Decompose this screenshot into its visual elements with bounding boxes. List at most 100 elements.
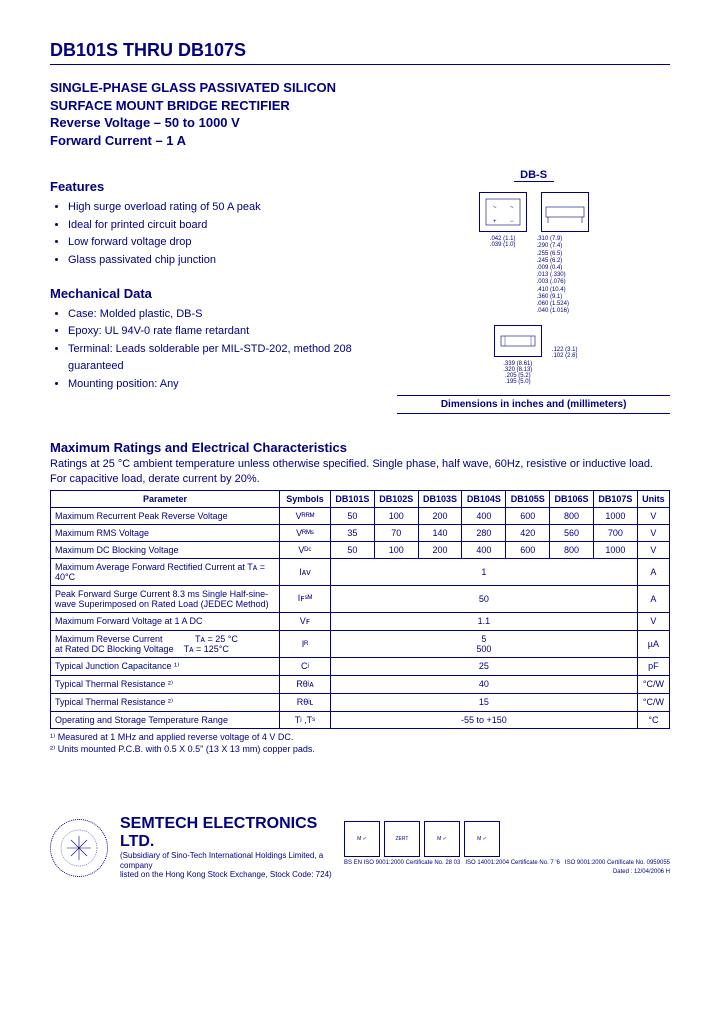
feature-item: Ideal for printed circuit board — [68, 217, 377, 235]
svg-text:~: ~ — [510, 205, 514, 211]
cell-value-span: 25 — [331, 657, 638, 675]
features-list: High surge overload rating of 50 A peak … — [68, 199, 377, 269]
cell-value: 200 — [418, 507, 462, 524]
cell-parameter: Typical Junction Capacitance ¹⁾ — [51, 657, 280, 675]
company-subline: (Subsidiary of Sino-Tech International H… — [120, 851, 332, 870]
package-side-view — [541, 192, 589, 232]
col-part: DB104S — [462, 490, 506, 507]
table-body: Maximum Recurrent Peak Reverse VoltageVᴿ… — [51, 507, 670, 728]
table-row: Maximum Reverse Current Tᴀ = 25 °C at Ra… — [51, 630, 670, 657]
mechanical-item: Mounting position: Any — [68, 376, 377, 394]
cell-parameter: Peak Forward Surge Current 8.3 ms Single… — [51, 585, 280, 612]
left-column: Features High surge overload rating of 5… — [50, 169, 377, 414]
col-part: DB103S — [418, 490, 462, 507]
cert-badge-icon: M ✓ — [424, 821, 460, 857]
cell-value: 400 — [462, 507, 506, 524]
cell-symbol: Vᴿᴹˢ — [280, 524, 331, 541]
cell-value-span: -55 to +150 — [331, 711, 638, 728]
cell-symbol: Iᴀᴠ — [280, 558, 331, 585]
specifications-table: Parameter Symbols DB101S DB102S DB103S D… — [50, 490, 670, 729]
cell-parameter: Typical Thermal Resistance ²⁾ — [51, 675, 280, 693]
cell-value: 600 — [506, 541, 550, 558]
col-units: Units — [637, 490, 669, 507]
subtitle-line: Forward Current – 1 A — [50, 132, 670, 150]
subtitle-block: SINGLE-PHASE GLASS PASSIVATED SILICON SU… — [50, 79, 670, 149]
svg-text:−: − — [510, 219, 514, 225]
cell-symbol: Vꜰ — [280, 612, 331, 630]
cell-unit: A — [637, 585, 669, 612]
footnote: ¹⁾ Measured at 1 MHz and applied reverse… — [50, 732, 670, 744]
cell-parameter: Operating and Storage Temperature Range — [51, 711, 280, 728]
cell-value: 70 — [374, 524, 418, 541]
company-subline: listed on the Hong Kong Stock Exchange, … — [120, 870, 332, 880]
cell-value: 200 — [418, 541, 462, 558]
subtitle-line: SINGLE-PHASE GLASS PASSIVATED SILICON — [50, 79, 670, 97]
col-symbols: Symbols — [280, 490, 331, 507]
cert-text: BS EN ISO 9001:2000 Certificate No. 28 0… — [344, 860, 670, 866]
cell-parameter: Maximum Average Forward Rectified Curren… — [51, 558, 280, 585]
features-heading: Features — [50, 179, 377, 194]
col-part: DB102S — [374, 490, 418, 507]
table-row: Operating and Storage Temperature RangeT… — [51, 711, 670, 728]
cert-badge-icon: M ✓ — [344, 821, 380, 857]
dated-text: Dated : 12/04/2006 H — [344, 869, 670, 875]
cell-value-span: 1.1 — [331, 612, 638, 630]
cell-unit: V — [637, 541, 669, 558]
cell-value: 1000 — [593, 507, 637, 524]
footnotes: ¹⁾ Measured at 1 MHz and applied reverse… — [50, 732, 670, 755]
cell-parameter: Maximum RMS Voltage — [51, 524, 280, 541]
cell-value: 100 — [374, 507, 418, 524]
cell-value-span: 1 — [331, 558, 638, 585]
cell-value: 800 — [550, 541, 594, 558]
mechanical-item: Terminal: Leads solderable per MIL-STD-2… — [68, 341, 377, 376]
feature-item: Low forward voltage drop — [68, 234, 377, 252]
page-title: DB101S THRU DB107S — [50, 40, 670, 65]
ratings-description: Ratings at 25 °C ambient temperature unl… — [50, 457, 670, 486]
content-columns: Features High surge overload rating of 5… — [50, 169, 670, 414]
page-footer: SEMTECH ELECTRONICS LTD. (Subsidiary of … — [50, 815, 670, 880]
table-row: Maximum RMS VoltageVᴿᴹˢ35701402804205607… — [51, 524, 670, 541]
cell-parameter: Maximum Recurrent Peak Reverse Voltage — [51, 507, 280, 524]
feature-item: High surge overload rating of 50 A peak — [68, 199, 377, 217]
table-row: Typical Thermal Resistance ²⁾Rθʲʟ15°C/W — [51, 693, 670, 711]
cell-symbol: Iᴿ — [280, 630, 331, 657]
package-label: DB-S — [514, 169, 554, 182]
footnote: ²⁾ Units mounted P.C.B. with 0.5 X 0.5" … — [50, 744, 670, 756]
table-row: Peak Forward Surge Current 8.3 ms Single… — [51, 585, 670, 612]
svg-text:~: ~ — [493, 205, 497, 211]
table-header: Parameter Symbols DB101S DB102S DB103S D… — [51, 490, 670, 507]
cell-value: 50 — [331, 541, 375, 558]
package-drawings: ~ ~ + − .042 (1.1).039 (1.0) — [397, 188, 670, 385]
datasheet-page: DB101S THRU DB107S SINGLE-PHASE GLASS PA… — [0, 0, 720, 900]
cert-badge-icon: ZERT — [384, 821, 420, 857]
cell-value: 420 — [506, 524, 550, 541]
mechanical-list: Case: Molded plastic, DB-S Epoxy: UL 94V… — [68, 306, 377, 394]
cell-value: 1000 — [593, 541, 637, 558]
package-top-view: ~ ~ + − — [479, 192, 527, 232]
col-parameter: Parameter — [51, 490, 280, 507]
cell-value: 700 — [593, 524, 637, 541]
cell-symbol: Cʲ — [280, 657, 331, 675]
subtitle-line: SURFACE MOUNT BRIDGE RECTIFIER — [50, 97, 670, 115]
subtitle-line: Reverse Voltage – 50 to 1000 V — [50, 114, 670, 132]
table-row: Typical Junction Capacitance ¹⁾Cʲ25pF — [51, 657, 670, 675]
cell-symbol: Iꜰˢᴹ — [280, 585, 331, 612]
cell-symbol: Tʲ ,Tˢ — [280, 711, 331, 728]
cell-value-span: 15 — [331, 693, 638, 711]
cell-parameter: Typical Thermal Resistance ²⁾ — [51, 693, 280, 711]
cell-symbol: Vᴿᴿᴹ — [280, 507, 331, 524]
package-bottom-view — [494, 325, 542, 357]
company-block: SEMTECH ELECTRONICS LTD. (Subsidiary of … — [120, 815, 332, 880]
cell-unit: A — [637, 558, 669, 585]
col-part: DB101S — [331, 490, 375, 507]
col-part: DB107S — [593, 490, 637, 507]
mechanical-item: Epoxy: UL 94V-0 rate flame retardant — [68, 323, 377, 341]
cell-symbol: Rθʲᴀ — [280, 675, 331, 693]
dimensions-caption: Dimensions in inches and (millimeters) — [397, 395, 670, 414]
cell-unit: °C — [637, 711, 669, 728]
cell-symbol: Rθʲʟ — [280, 693, 331, 711]
cell-parameter: Maximum Reverse Current Tᴀ = 25 °C at Ra… — [51, 630, 280, 657]
cell-unit: V — [637, 507, 669, 524]
right-column: DB-S ~ ~ + − .042 (1.1). — [397, 169, 670, 414]
cell-unit: °C/W — [637, 693, 669, 711]
